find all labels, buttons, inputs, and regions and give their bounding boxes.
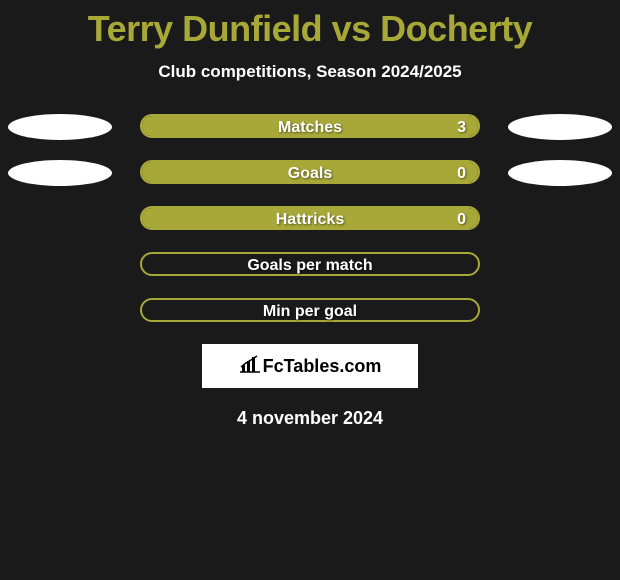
logo-box: FcTables.com bbox=[202, 344, 418, 388]
page-title: Terry Dunfield vs Docherty bbox=[0, 0, 620, 50]
stat-label: Hattricks bbox=[142, 208, 478, 232]
right-ellipse bbox=[508, 114, 612, 140]
stat-bar: Matches3 bbox=[140, 114, 480, 138]
comparison-chart: Matches3Goals0Hattricks0Goals per matchM… bbox=[0, 114, 620, 324]
chart-icon bbox=[239, 355, 261, 378]
stat-bar: Hattricks0 bbox=[140, 206, 480, 230]
left-ellipse bbox=[8, 114, 112, 140]
stat-label: Matches bbox=[142, 116, 478, 140]
stat-label: Goals per match bbox=[142, 254, 478, 278]
stat-row: Min per goal bbox=[0, 298, 620, 324]
subtitle: Club competitions, Season 2024/2025 bbox=[0, 62, 620, 82]
stat-label: Min per goal bbox=[142, 300, 478, 324]
stat-value: 0 bbox=[457, 208, 466, 232]
stat-row: Goals per match bbox=[0, 252, 620, 278]
stat-bar: Goals per match bbox=[140, 252, 480, 276]
stat-value: 0 bbox=[457, 162, 466, 186]
right-ellipse bbox=[508, 160, 612, 186]
stat-row: Matches3 bbox=[0, 114, 620, 140]
stat-bar: Min per goal bbox=[140, 298, 480, 322]
stat-label: Goals bbox=[142, 162, 478, 186]
left-ellipse bbox=[8, 160, 112, 186]
stat-row: Goals0 bbox=[0, 160, 620, 186]
stat-bar: Goals0 bbox=[140, 160, 480, 184]
stat-value: 3 bbox=[457, 116, 466, 140]
date-text: 4 november 2024 bbox=[0, 408, 620, 429]
logo-text: FcTables.com bbox=[263, 356, 382, 377]
stat-row: Hattricks0 bbox=[0, 206, 620, 232]
logo: FcTables.com bbox=[239, 355, 382, 378]
